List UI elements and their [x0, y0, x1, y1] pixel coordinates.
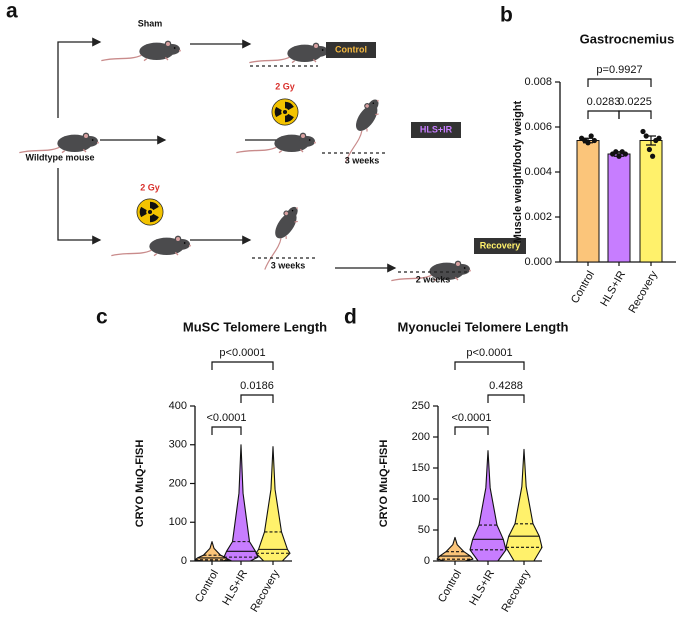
data-point	[616, 153, 622, 159]
x-tick-label: HLS+IR	[220, 568, 250, 608]
y-tick-label: 250	[412, 400, 430, 412]
label: Wildtype mouse	[26, 152, 95, 162]
bar	[576, 140, 600, 263]
x-tick-label: Recovery	[248, 568, 282, 615]
p-value-label: 0.0186	[240, 380, 274, 392]
data-point	[646, 146, 653, 153]
p-value-label: <0.0001	[206, 412, 246, 424]
data-point	[650, 153, 656, 159]
significance-bracket	[211, 426, 242, 435]
panel-letter: d	[344, 306, 357, 329]
x-tick-label: Recovery	[499, 568, 533, 615]
data-point	[640, 128, 646, 135]
x-tick-label: Control	[436, 568, 464, 605]
y-tick-label: 150	[412, 462, 430, 474]
group-label: Recovery	[480, 240, 521, 250]
violin	[255, 446, 291, 562]
y-axis-label: CRYO MuQ-FISH	[134, 440, 146, 528]
significance-bracket	[211, 361, 274, 370]
p-value-label: 0.0225	[618, 96, 652, 108]
y-tick-label: 100	[412, 493, 430, 505]
y-tick-label: 300	[169, 439, 187, 451]
chart-title: Gastrocnemius	[580, 31, 675, 46]
y-tick-label: 0.002	[524, 211, 552, 223]
y-tick-label: 0	[424, 555, 430, 567]
violin	[436, 536, 474, 562]
x-tick-label: HLS+IR	[467, 568, 497, 608]
chart-title: Myonuclei Telomere Length	[398, 319, 569, 334]
y-axis-label: CRYO MuQ-FISH	[378, 440, 390, 528]
y-tick-label: 0.008	[524, 76, 552, 88]
panel-letter: a	[6, 0, 18, 23]
significance-bracket	[240, 394, 274, 403]
data-point	[622, 151, 629, 157]
significance-bracket	[587, 110, 620, 119]
data-point	[613, 149, 619, 155]
data-point	[643, 133, 649, 139]
y-tick-label: 0.000	[524, 256, 552, 268]
violin	[223, 444, 259, 562]
dose-label: 2 Gy	[275, 81, 295, 91]
p-value-label: p=0.9927	[596, 64, 642, 76]
y-tick-label: 50	[418, 524, 430, 536]
p-value-label: p<0.0001	[466, 347, 512, 359]
duration-label: 3 weeks	[345, 155, 380, 165]
chart-title: MuSC Telomere Length	[183, 319, 327, 334]
significance-bracket	[618, 110, 652, 119]
y-tick-label: 100	[169, 516, 187, 528]
x-tick-label: Control	[569, 269, 597, 306]
violin	[469, 450, 507, 562]
panel-letter: b	[500, 4, 513, 27]
y-tick-label: 0.006	[524, 121, 552, 133]
group-label: HLS+IR	[420, 124, 453, 134]
bar	[607, 153, 631, 263]
label: Sham	[138, 18, 163, 28]
p-value-label: 0.0283	[587, 96, 621, 108]
duration-label: 2 weeks	[416, 274, 451, 284]
x-tick-label: Control	[193, 568, 221, 605]
duration-label: 3 weeks	[271, 260, 306, 270]
y-tick-label: 0	[181, 555, 187, 567]
significance-bracket	[454, 361, 525, 370]
data-point	[656, 135, 662, 141]
significance-bracket	[454, 426, 489, 435]
x-tick-label: Recovery	[626, 269, 660, 316]
p-value-label: 0.4288	[489, 380, 523, 392]
p-value-label: <0.0001	[451, 412, 491, 424]
y-tick-label: 200	[412, 431, 430, 443]
dose-label: 2 Gy	[140, 182, 160, 192]
data-point	[591, 137, 598, 144]
bar	[639, 140, 663, 263]
data-point	[585, 140, 591, 146]
significance-bracket	[587, 78, 652, 87]
panel-letter: c	[96, 306, 108, 329]
violin	[505, 448, 543, 562]
y-tick-label: 400	[169, 400, 187, 412]
p-value-label: p<0.0001	[219, 347, 265, 359]
y-tick-label: 0.004	[524, 166, 552, 178]
y-axis-label: Muscle weight/body weight	[512, 100, 524, 243]
significance-bracket	[487, 394, 525, 403]
group-label: Control	[335, 44, 367, 54]
x-tick-label: HLS+IR	[598, 269, 628, 309]
data-point	[588, 133, 594, 139]
y-tick-label: 200	[169, 477, 187, 489]
schematic: a Sham Control 2 Gy HLS+IR Wildtype mous…	[6, 0, 526, 284]
